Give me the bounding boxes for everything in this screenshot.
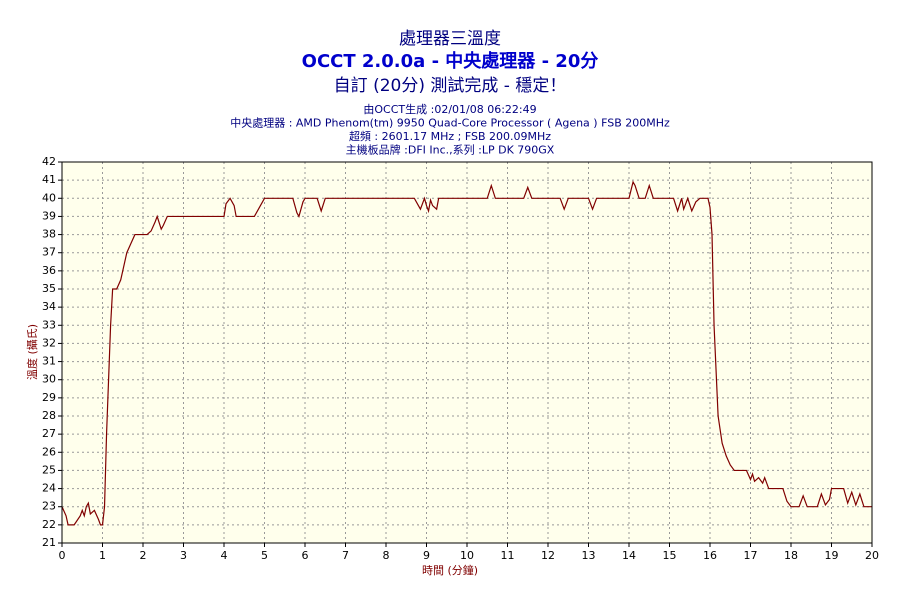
x-tick-label: 13 — [582, 549, 596, 562]
y-tick-label: 25 — [42, 463, 56, 476]
y-tick-label: 26 — [42, 445, 56, 458]
info-line: 超頻 : 2601.17 MHz ; FSB 200.09MHz — [349, 129, 551, 143]
y-axis-label: 溫度 (攝氏) — [25, 324, 39, 380]
x-tick-label: 8 — [383, 549, 390, 562]
x-tick-label: 16 — [703, 549, 717, 562]
x-tick-label: 17 — [744, 549, 758, 562]
x-tick-label: 3 — [180, 549, 187, 562]
y-tick-label: 31 — [42, 355, 56, 368]
x-tick-label: 14 — [622, 549, 636, 562]
y-tick-label: 29 — [42, 391, 56, 404]
y-tick-label: 35 — [42, 282, 56, 295]
chart-subtitle: OCCT 2.0.0a - 中央處理器 - 20分 — [302, 50, 599, 72]
y-tick-label: 27 — [42, 427, 56, 440]
x-tick-label: 20 — [865, 549, 879, 562]
series — [61, 180, 872, 526]
plot-border — [61, 161, 873, 544]
y-tick-label: 38 — [42, 228, 56, 241]
y-tick-label: 37 — [42, 246, 56, 259]
info-line: 中央處理器 : AMD Phenom(tm) 9950 Quad-Core Pr… — [230, 116, 670, 130]
y-tick-label: 32 — [42, 336, 56, 349]
x-tick-label: 0 — [59, 549, 66, 562]
x-tick-label: 1 — [99, 549, 106, 562]
info-line: 主機板品牌 :DFI Inc.,系列 :LP DK 790GX — [346, 143, 555, 157]
x-tick-label: 6 — [302, 549, 309, 562]
x-tick-label: 7 — [342, 549, 349, 562]
x-tick-label: 18 — [784, 549, 798, 562]
x-axis-label: 時間 (分鐘) — [422, 563, 478, 577]
y-tick-label: 28 — [42, 409, 56, 422]
x-tick-label: 12 — [541, 549, 555, 562]
x-tick-label: 4 — [221, 549, 228, 562]
x-tick-label: 2 — [140, 549, 147, 562]
y-tick-label: 41 — [42, 173, 56, 186]
y-tick-label: 33 — [42, 318, 56, 331]
x-tick-label: 9 — [423, 549, 430, 562]
x-tick-label: 5 — [261, 549, 268, 562]
info-line: 由OCCT生成 :02/01/08 06:22:49 — [363, 102, 536, 116]
y-tick-label: 22 — [42, 518, 56, 531]
y-tick-label: 36 — [42, 264, 56, 277]
y-tick-label: 34 — [42, 300, 56, 313]
x-tick-label: 19 — [825, 549, 839, 562]
x-tick-label: 10 — [460, 549, 474, 562]
y-tick-label: 23 — [42, 500, 56, 513]
chart-status: 自訂 (20分) 測試完成 - 穩定！ — [334, 76, 567, 96]
y-tick-label: 40 — [42, 191, 56, 204]
y-tick-label: 39 — [42, 209, 56, 222]
x-tick-label: 11 — [501, 549, 515, 562]
y-tick-label: 42 — [42, 155, 56, 168]
y-tick-label: 24 — [42, 482, 56, 495]
y-tick-label: 30 — [42, 373, 56, 386]
x-tick-label: 15 — [663, 549, 677, 562]
chart-title: 處理器三溫度 — [399, 29, 501, 49]
y-tick-label: 21 — [42, 536, 56, 549]
series-line — [61, 180, 872, 526]
